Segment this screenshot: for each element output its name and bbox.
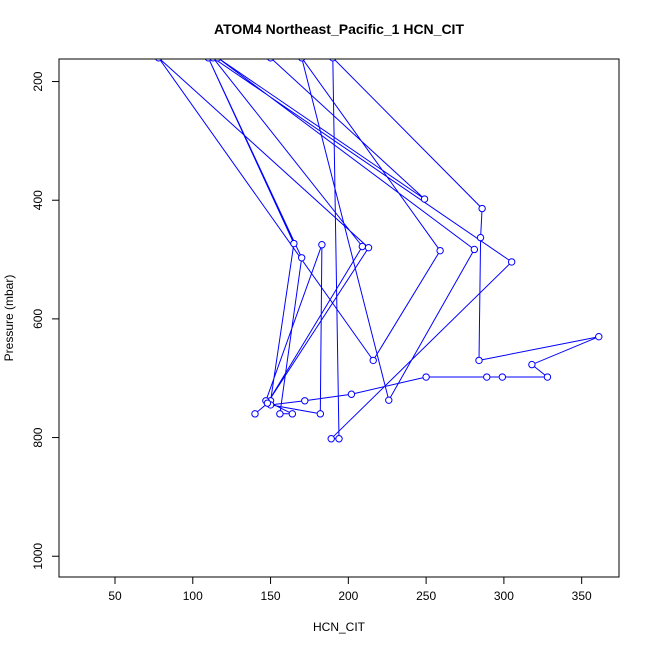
series-line (158, 59, 599, 440)
data-point-0 (251, 410, 259, 418)
data-point-13 (422, 373, 430, 381)
x-tick-label: 350 (572, 589, 592, 603)
data-point-5 (276, 410, 284, 418)
y-axis: 200 400 600 800 1000 (31, 71, 59, 570)
x-axis-label: HCN_CIT (313, 620, 366, 634)
data-point-28 (263, 399, 272, 407)
data-point-18 (595, 332, 603, 341)
y-tick-label: 800 (31, 427, 45, 447)
y-tick-label: 200 (31, 71, 45, 91)
data-point-34 (385, 396, 393, 404)
data-point-20 (476, 233, 485, 242)
data-point-15 (483, 373, 491, 381)
x-tick-label: 300 (494, 589, 514, 603)
data-point-6 (288, 410, 297, 418)
x-tick-label: 100 (183, 589, 203, 603)
y-tick-label: 400 (31, 190, 45, 210)
data-point-31 (369, 356, 377, 365)
data-point-16 (543, 373, 552, 381)
data-point-12 (347, 390, 356, 398)
data-point-37 (420, 195, 429, 203)
data-point-38 (267, 59, 275, 62)
chart-title: ATOM4 Northeast_Pacific_1 HCN_CIT (214, 21, 464, 37)
data-point-19 (475, 356, 483, 365)
data-point-24 (327, 435, 335, 443)
data-point-14 (498, 373, 507, 381)
data-point-29 (364, 243, 373, 252)
data-point-8 (318, 241, 326, 249)
data-point-23 (335, 435, 343, 443)
data-point-22 (329, 59, 337, 62)
x-axis: 50 100 150 200 250 300 350 (108, 577, 592, 603)
y-tick-label: 600 (31, 309, 45, 329)
data-point-32 (436, 246, 444, 255)
data-point-9 (316, 410, 325, 418)
data-point-4 (297, 254, 306, 262)
x-tick-label: 200 (338, 589, 358, 603)
x-tick-label: 150 (261, 589, 281, 603)
y-tick-label: 1000 (31, 543, 45, 570)
data-point-30 (155, 59, 163, 62)
data-point-2 (290, 239, 298, 248)
x-tick-label: 250 (416, 589, 436, 603)
data-point-11 (301, 397, 309, 405)
data-point-21 (478, 204, 486, 213)
data-series (155, 59, 603, 443)
data-point-36 (214, 59, 222, 62)
data-point-35 (470, 245, 479, 254)
x-tick-label: 50 (108, 589, 122, 603)
data-point-17 (528, 360, 536, 369)
data-point-33 (298, 59, 306, 62)
plot-frame (58, 58, 620, 578)
y-axis-label: Pressure (mbar) (2, 275, 16, 362)
data-point-27 (358, 242, 367, 251)
data-point-25 (507, 258, 516, 266)
